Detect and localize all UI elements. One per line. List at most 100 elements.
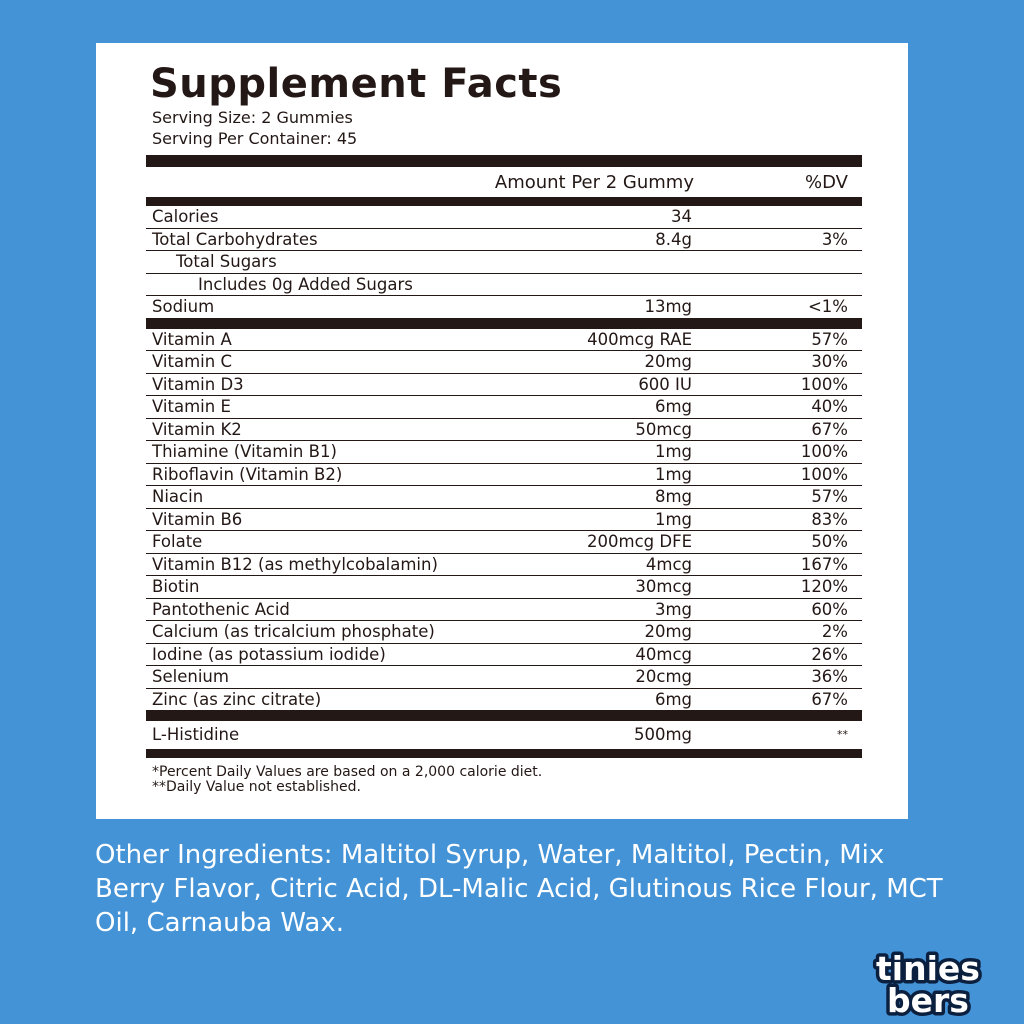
nutrient-dv: 57% [811,487,848,506]
nutrient-name: Riboflavin (Vitamin B2) [152,464,343,484]
nutrient-row: Thiamine (Vitamin B1) 1mg 100% [146,441,862,464]
nutrient-amount: 20cmg [635,667,692,686]
other-ingredients-text: Other Ingredients: Maltitol Syrup, Water… [95,840,943,938]
supplement-facts-label: Supplement Facts Serving Size: 2 Gummies… [146,61,862,795]
nutrient-dv: 67% [811,419,848,439]
nutrient-row: Calories 34 [146,206,862,229]
nutrient-name: Biotin [152,577,200,596]
nutrient-amount: 50mcg [635,419,692,439]
nutrient-dv: 40% [811,397,848,416]
nutrient-name: Iodine (as potassium iodide) [152,644,386,664]
nutrient-row: Vitamin E 6mg 40% [146,396,862,419]
footnote-dv: *Percent Daily Values are based on a 2,0… [152,764,543,780]
nutrient-amount: 1mg [654,442,692,461]
nutrient-row: Selenium 20cmg 36% [146,666,862,689]
nutrient-amount: 40mcg [635,644,692,664]
nutrient-row: Calcium (as tricalcium phosphate) 20mg 2% [146,621,862,644]
nutrient-name: Folate [152,532,203,551]
nutrient-amount: 4mcg [645,554,692,574]
nutrient-name: Calcium (as tricalcium phosphate) [152,622,435,641]
nutrient-dv: 3% [821,229,848,249]
nutrient-amount: 200mcg DFE [587,532,692,551]
logo-text-line2: bers [887,981,969,1018]
nutrient-dv: 60% [811,599,848,619]
nutrient-name: Pantothenic Acid [152,599,290,619]
other-ingredient-row: L-Histidine 500mg ** [146,721,862,749]
footnote-not-established: **Daily Value not established. [152,779,361,795]
nutrient-row: Vitamin K2 50mcg 67% [146,419,862,441]
nutrient-amount: 13mg [644,297,692,316]
nutrient-dv: 26% [811,644,848,664]
nutrient-amount: 3mg [654,599,692,619]
nutrient-dv: 30% [811,352,848,371]
nutrient-row: Riboflavin (Vitamin B2) 1mg 100% [146,464,862,486]
nutrient-row: Vitamin B6 1mg 83% [146,509,862,531]
nutrient-amount: 6mg [654,397,692,416]
nutrient-amount: 400mcg RAE [587,329,692,349]
nutrient-name: Vitamin C [152,352,232,371]
nutrient-dv: 120% [800,577,848,596]
nutrient-amount: 6mg [654,689,692,709]
divider-thick [146,155,862,167]
column-header-row: Amount Per 2 Gummy %DV [146,167,862,197]
nutrient-row: Total Carbohydrates 8.4g 3% [146,229,862,251]
nutrient-row: Zinc (as zinc citrate) 6mg 67% [146,689,862,711]
nutrient-name: Vitamin K2 [152,419,242,439]
nutrient-name: L-Histidine [152,725,240,744]
nutrient-name: Includes 0g Added Sugars [198,274,413,294]
divider-bottom [146,749,862,758]
nutrient-name: Total Carbohydrates [152,229,318,249]
nutrient-amount: 1mg [654,464,692,484]
nutrient-row: Iodine (as potassium iodide) 40mcg 26% [146,644,862,666]
nutrient-row: Vitamin B12 (as methylcobalamin) 4mcg 167% [146,554,862,576]
nutrient-amount: 30mcg [635,577,692,596]
nutrient-amount: 500mg [633,725,692,744]
servings-per-container: Serving Per Container: 45 [152,129,358,148]
amount-header: Amount Per 2 Gummy [494,172,694,193]
divider-header [146,197,862,206]
nutrient-row: Niacin 8mg 57% [146,486,862,509]
macros-section: Calories 34 Total Carbohydrates 8.4g 3% Total… [146,206,862,318]
supplement-facts-panel: Supplement Facts Serving Size: 2 Gummies… [96,43,908,819]
brand-logo: tinies tinies bers bers [873,948,984,1018]
nutrient-dv: 100% [800,442,848,461]
logo-text-line1: tinies [876,949,980,988]
nutrient-name: Vitamin D3 [152,374,244,394]
nutrient-dv: ** [837,728,848,741]
dv-header: %DV [805,172,848,193]
nutrient-dv: 100% [800,464,848,484]
nutrient-name: Vitamin E [152,397,231,416]
nutrient-row: Sodium 13mg <1% [146,296,862,318]
label-title: Supplement Facts [150,61,563,107]
nutrient-row: Includes 0g Added Sugars [146,274,862,296]
nutrient-amount: 8.4g [655,229,692,249]
nutrient-dv: <1% [807,297,848,316]
nutrient-name: Vitamin A [152,329,232,349]
vitamins-section: Vitamin A 400mcg RAE 57% Vitamin C 20mg 30% Vi… [146,329,862,711]
nutrient-name: Selenium [152,667,229,686]
nutrient-name: Vitamin B6 [152,509,243,529]
nutrient-row: Folate 200mcg DFE 50% [146,531,862,554]
nutrient-dv: 36% [811,667,848,686]
nutrient-row: Vitamin C 20mg 30% [146,351,862,374]
nutrient-amount: 600 IU [638,374,692,394]
nutrient-row: Total Sugars [146,251,862,274]
nutrient-amount: 20mg [644,622,692,641]
nutrient-row: Biotin 30mcg 120% [146,576,862,599]
nutrient-row: Vitamin D3 600 IU 100% [146,374,862,396]
nutrient-dv: 2% [821,622,848,641]
nutrient-dv: 50% [811,532,848,551]
nutrient-amount: 20mg [644,352,692,371]
nutrient-name: Total Sugars [176,252,277,271]
serving-size: Serving Size: 2 Gummies [152,108,353,127]
nutrient-amount: 34 [671,207,692,226]
nutrient-dv: 167% [800,554,848,574]
nutrient-name: Calories [152,207,219,226]
nutrient-row: Pantothenic Acid 3mg 60% [146,599,862,621]
nutrient-name: Sodium [152,297,215,316]
nutrient-amount: 1mg [654,509,692,529]
divider-other [146,710,862,721]
nutrient-dv: 83% [811,509,848,529]
nutrient-name: Vitamin B12 (as methylcobalamin) [152,554,438,574]
nutrient-dv: 100% [800,374,848,394]
